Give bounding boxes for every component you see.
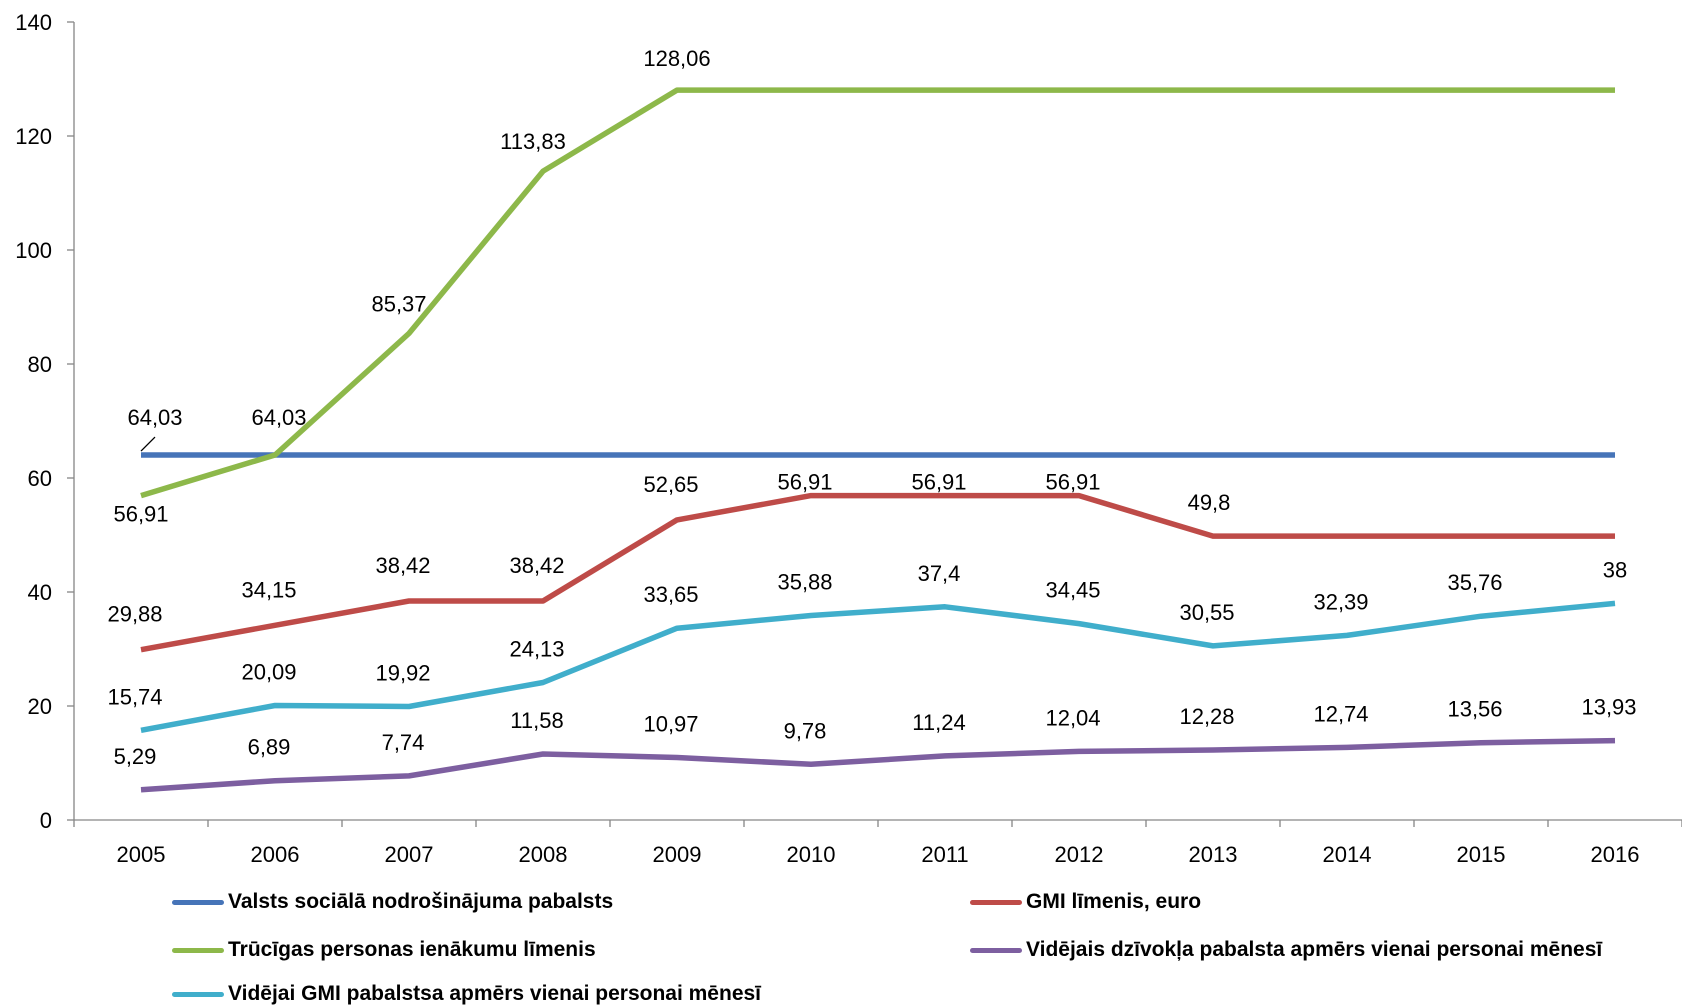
- y-tick-label: 120: [15, 124, 52, 149]
- data-label: 11,24: [912, 710, 965, 735]
- data-label: 11,58: [510, 708, 563, 733]
- series-line: [140, 492, 1615, 653]
- data-label: 52,65: [643, 472, 698, 497]
- series-line: [140, 87, 1615, 499]
- data-label: 64,03: [251, 405, 306, 430]
- data-label: 12,04: [1045, 705, 1100, 730]
- x-tick-label: 2009: [653, 842, 702, 867]
- data-label: 13,56: [1447, 697, 1502, 722]
- x-tick-label: 2007: [385, 842, 434, 867]
- y-tick-label: 20: [28, 694, 52, 719]
- x-tick-label: 2013: [1189, 842, 1238, 867]
- data-label: 85,37: [371, 291, 426, 316]
- data-label: 113,83: [500, 129, 566, 154]
- x-tick-label: 2014: [1323, 842, 1372, 867]
- data-label: 35,76: [1447, 570, 1502, 595]
- y-tick-label: 60: [28, 466, 52, 491]
- y-tick-label: 80: [28, 352, 52, 377]
- data-label: 56,91: [113, 502, 168, 527]
- data-label: 13,93: [1581, 695, 1636, 720]
- data-label: 128,06: [643, 46, 710, 71]
- x-tick-label: 2016: [1591, 842, 1640, 867]
- data-label: 6,89: [248, 735, 291, 760]
- data-label: 33,65: [643, 582, 698, 607]
- data-label: 32,39: [1313, 589, 1368, 614]
- data-label: 38: [1603, 557, 1627, 582]
- data-label: 15,74: [107, 684, 162, 709]
- data-label: 12,28: [1179, 704, 1234, 729]
- data-label: 34,45: [1045, 578, 1100, 603]
- x-tick-label: 2011: [921, 842, 968, 867]
- data-label: 64,03: [127, 405, 182, 430]
- data-label: 49,8: [1188, 490, 1231, 515]
- data-label: 5,29: [114, 744, 157, 769]
- y-tick-label: 40: [28, 580, 52, 605]
- y-tick-label: 100: [15, 238, 52, 263]
- x-tick-label: 2005: [117, 842, 166, 867]
- x-tick-label: 2006: [251, 842, 300, 867]
- y-tick-label: 0: [40, 808, 52, 833]
- data-label: 29,88: [107, 602, 162, 627]
- data-label: 35,88: [777, 569, 832, 594]
- data-label: 34,15: [241, 577, 296, 602]
- data-label: 12,74: [1313, 701, 1368, 726]
- data-label: 7,74: [382, 730, 425, 755]
- label-leader-line: [140, 436, 156, 452]
- x-tick-label: 2008: [519, 842, 568, 867]
- data-label: 19,92: [375, 660, 430, 685]
- data-label: 56,91: [777, 470, 832, 495]
- data-label: 24,13: [509, 636, 564, 661]
- series-line: [140, 600, 1616, 734]
- data-label: 10,97: [643, 711, 698, 736]
- x-tick-label: 2010: [787, 842, 836, 867]
- data-label: 37,4: [918, 561, 961, 586]
- data-label: 56,91: [1045, 470, 1100, 495]
- series-line: [140, 737, 1616, 793]
- data-label: 38,42: [375, 553, 430, 578]
- y-tick-label: 140: [15, 10, 52, 35]
- data-label: 38,42: [509, 553, 564, 578]
- data-label: 30,55: [1179, 600, 1234, 625]
- x-tick-label: 2015: [1457, 842, 1506, 867]
- data-label: 20,09: [241, 659, 296, 684]
- data-label: 56,91: [911, 470, 966, 495]
- x-tick-label: 2012: [1055, 842, 1104, 867]
- data-label: 9,78: [784, 718, 827, 743]
